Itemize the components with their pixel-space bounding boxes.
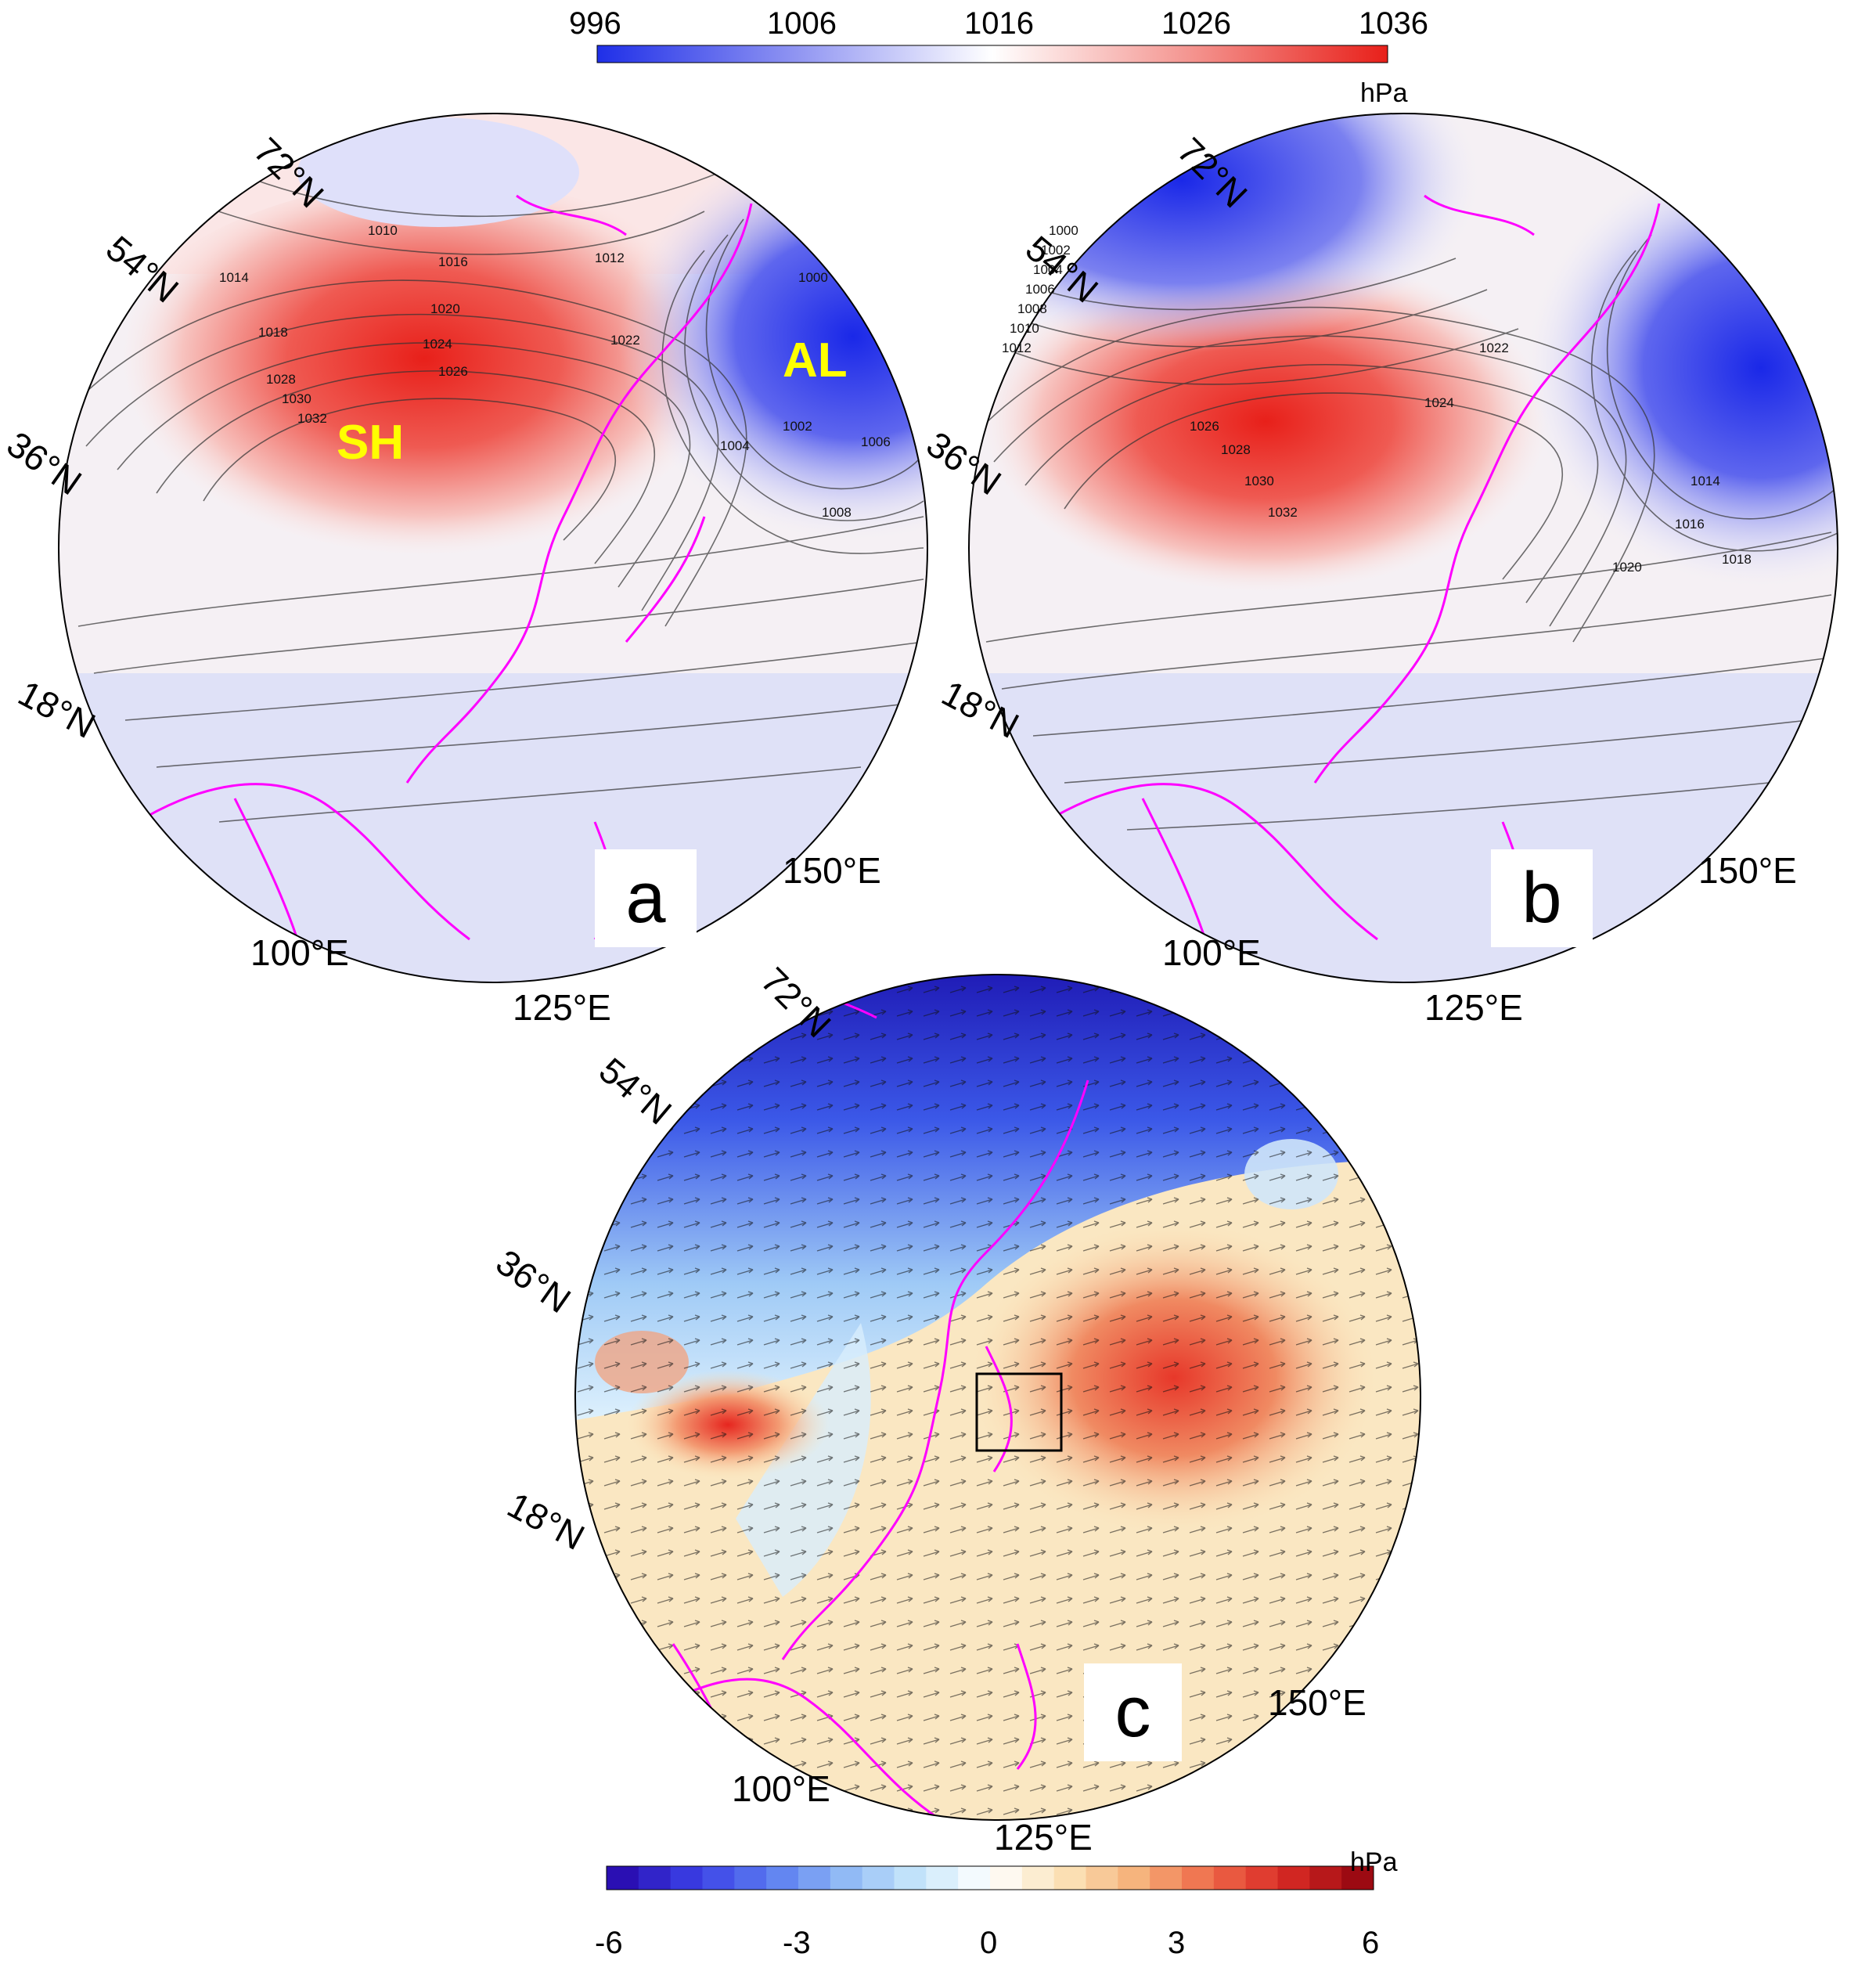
contour-label: 1018 (258, 325, 288, 340)
contour-label: 1030 (1244, 474, 1274, 488)
contour-label: 1026 (438, 364, 468, 379)
colorbar-segment (1086, 1866, 1118, 1890)
contour-label: 1028 (1221, 442, 1251, 457)
contour-label: 1012 (595, 250, 625, 265)
contour-label: 1024 (423, 337, 452, 351)
contour-label: 1006 (861, 434, 891, 449)
contour-label: 1016 (438, 254, 468, 269)
colorbar-segment (766, 1866, 799, 1890)
siberian-high-label: SH (337, 416, 405, 470)
colorbar-segment (1341, 1866, 1374, 1890)
colorbar-segment (1021, 1866, 1055, 1890)
lon-label: 125°E (994, 1817, 1093, 1858)
contour-label: 1010 (368, 223, 398, 238)
lon-label: 125°E (513, 987, 611, 1028)
lon-label: 100°E (1162, 932, 1261, 973)
contour-label: 1002 (1041, 243, 1071, 258)
top-colorbar-tick: 1026 (1161, 6, 1231, 41)
bottom-colorbar-unit: hPa (1350, 1847, 1398, 1877)
colorbar-segment (958, 1866, 991, 1890)
colorbar-segment (607, 1866, 639, 1890)
contour-label: 1002 (783, 419, 812, 434)
colorbar-segment (1118, 1866, 1150, 1890)
lon-label: 150°E (1268, 1682, 1366, 1723)
bottom-colorbar-tick: -6 (595, 1926, 623, 1960)
colorbar-segment (990, 1866, 1023, 1890)
contour-label: 1008 (822, 505, 852, 520)
lon-label: 125°E (1424, 987, 1523, 1028)
colorbar-segment (1182, 1866, 1215, 1890)
contour-label: 1014 (219, 270, 249, 285)
contour-label: 1004 (1033, 262, 1063, 277)
lon-label: 100°E (732, 1768, 830, 1809)
lon-label: 100°E (250, 932, 349, 973)
colorbar-segment (798, 1866, 831, 1890)
contour-label: 1032 (1268, 505, 1298, 520)
panel-c-label: c (1084, 1663, 1182, 1761)
contour-label: 1000 (798, 270, 828, 285)
colorbar-segment (1309, 1866, 1342, 1890)
contour-label: 1020 (430, 301, 460, 316)
panel-b-label: b (1491, 849, 1593, 947)
contour-label: 1022 (610, 333, 640, 348)
aleutian-low-label: AL (783, 333, 848, 387)
contour-label: 1024 (1424, 395, 1454, 410)
wind-vector-arrows (575, 975, 1421, 1820)
contour-label: 1020 (1612, 560, 1642, 575)
contour-label: 1018 (1722, 552, 1752, 567)
contour-label: 1010 (1010, 321, 1039, 336)
contour-label: 1004 (720, 438, 750, 453)
panel-a-map: 1010 1012 1014 1016 1018 1020 1022 1024 … (58, 113, 928, 983)
top-colorbar-tick: 1016 (964, 6, 1034, 41)
contour-label: 1030 (282, 391, 311, 406)
colorbar-segment (830, 1866, 863, 1890)
bottom-colorbar-tick: 0 (980, 1926, 998, 1960)
colorbar-segment (1277, 1866, 1310, 1890)
colorbar-segment (638, 1866, 672, 1890)
contour-label: 1016 (1675, 517, 1705, 532)
colorbar-segment (926, 1866, 959, 1890)
contour-label: 1032 (297, 411, 327, 426)
contour-label: 1008 (1017, 301, 1047, 316)
panel-a-label: a (595, 849, 697, 947)
lon-label: 150°E (783, 850, 881, 891)
contour-label: 1012 (1002, 341, 1032, 355)
top-colorbar-tick: 1036 (1359, 6, 1428, 41)
colorbar-segment (1053, 1866, 1086, 1890)
top-colorbar-tick: 996 (569, 6, 621, 41)
panel-b-map: 1000 1002 1004 1006 1008 1010 1012 1014 … (968, 113, 1838, 983)
colorbar-segment (670, 1866, 703, 1890)
colorbar-segment (894, 1866, 927, 1890)
top-colorbar-tick: 1006 (767, 6, 837, 41)
colorbar-segment (734, 1866, 767, 1890)
top-colorbar-unit: hPa (1360, 78, 1408, 108)
contour-label: 1022 (1479, 341, 1509, 355)
bottom-colorbar-tick: -3 (783, 1926, 811, 1960)
colorbar-segment (1150, 1866, 1183, 1890)
bottom-colorbar-tick: 3 (1168, 1926, 1186, 1960)
bottom-colorbar (606, 1865, 1374, 1890)
bottom-colorbar-tick: 6 (1362, 1926, 1380, 1960)
colorbar-segment (702, 1866, 735, 1890)
top-colorbar (596, 45, 1388, 63)
contour-label: 1028 (266, 372, 296, 387)
colorbar-segment (862, 1866, 895, 1890)
contour-label: 1014 (1691, 474, 1720, 488)
contour-label: 1026 (1190, 419, 1219, 434)
contour-label: 1006 (1025, 282, 1055, 297)
panel-c-map (574, 974, 1421, 1821)
lon-label: 150°E (1698, 850, 1797, 891)
colorbar-segment (1245, 1866, 1278, 1890)
study-area-box (975, 1372, 1063, 1452)
colorbar-segment (1213, 1866, 1247, 1890)
contour-label: 1000 (1049, 223, 1078, 238)
